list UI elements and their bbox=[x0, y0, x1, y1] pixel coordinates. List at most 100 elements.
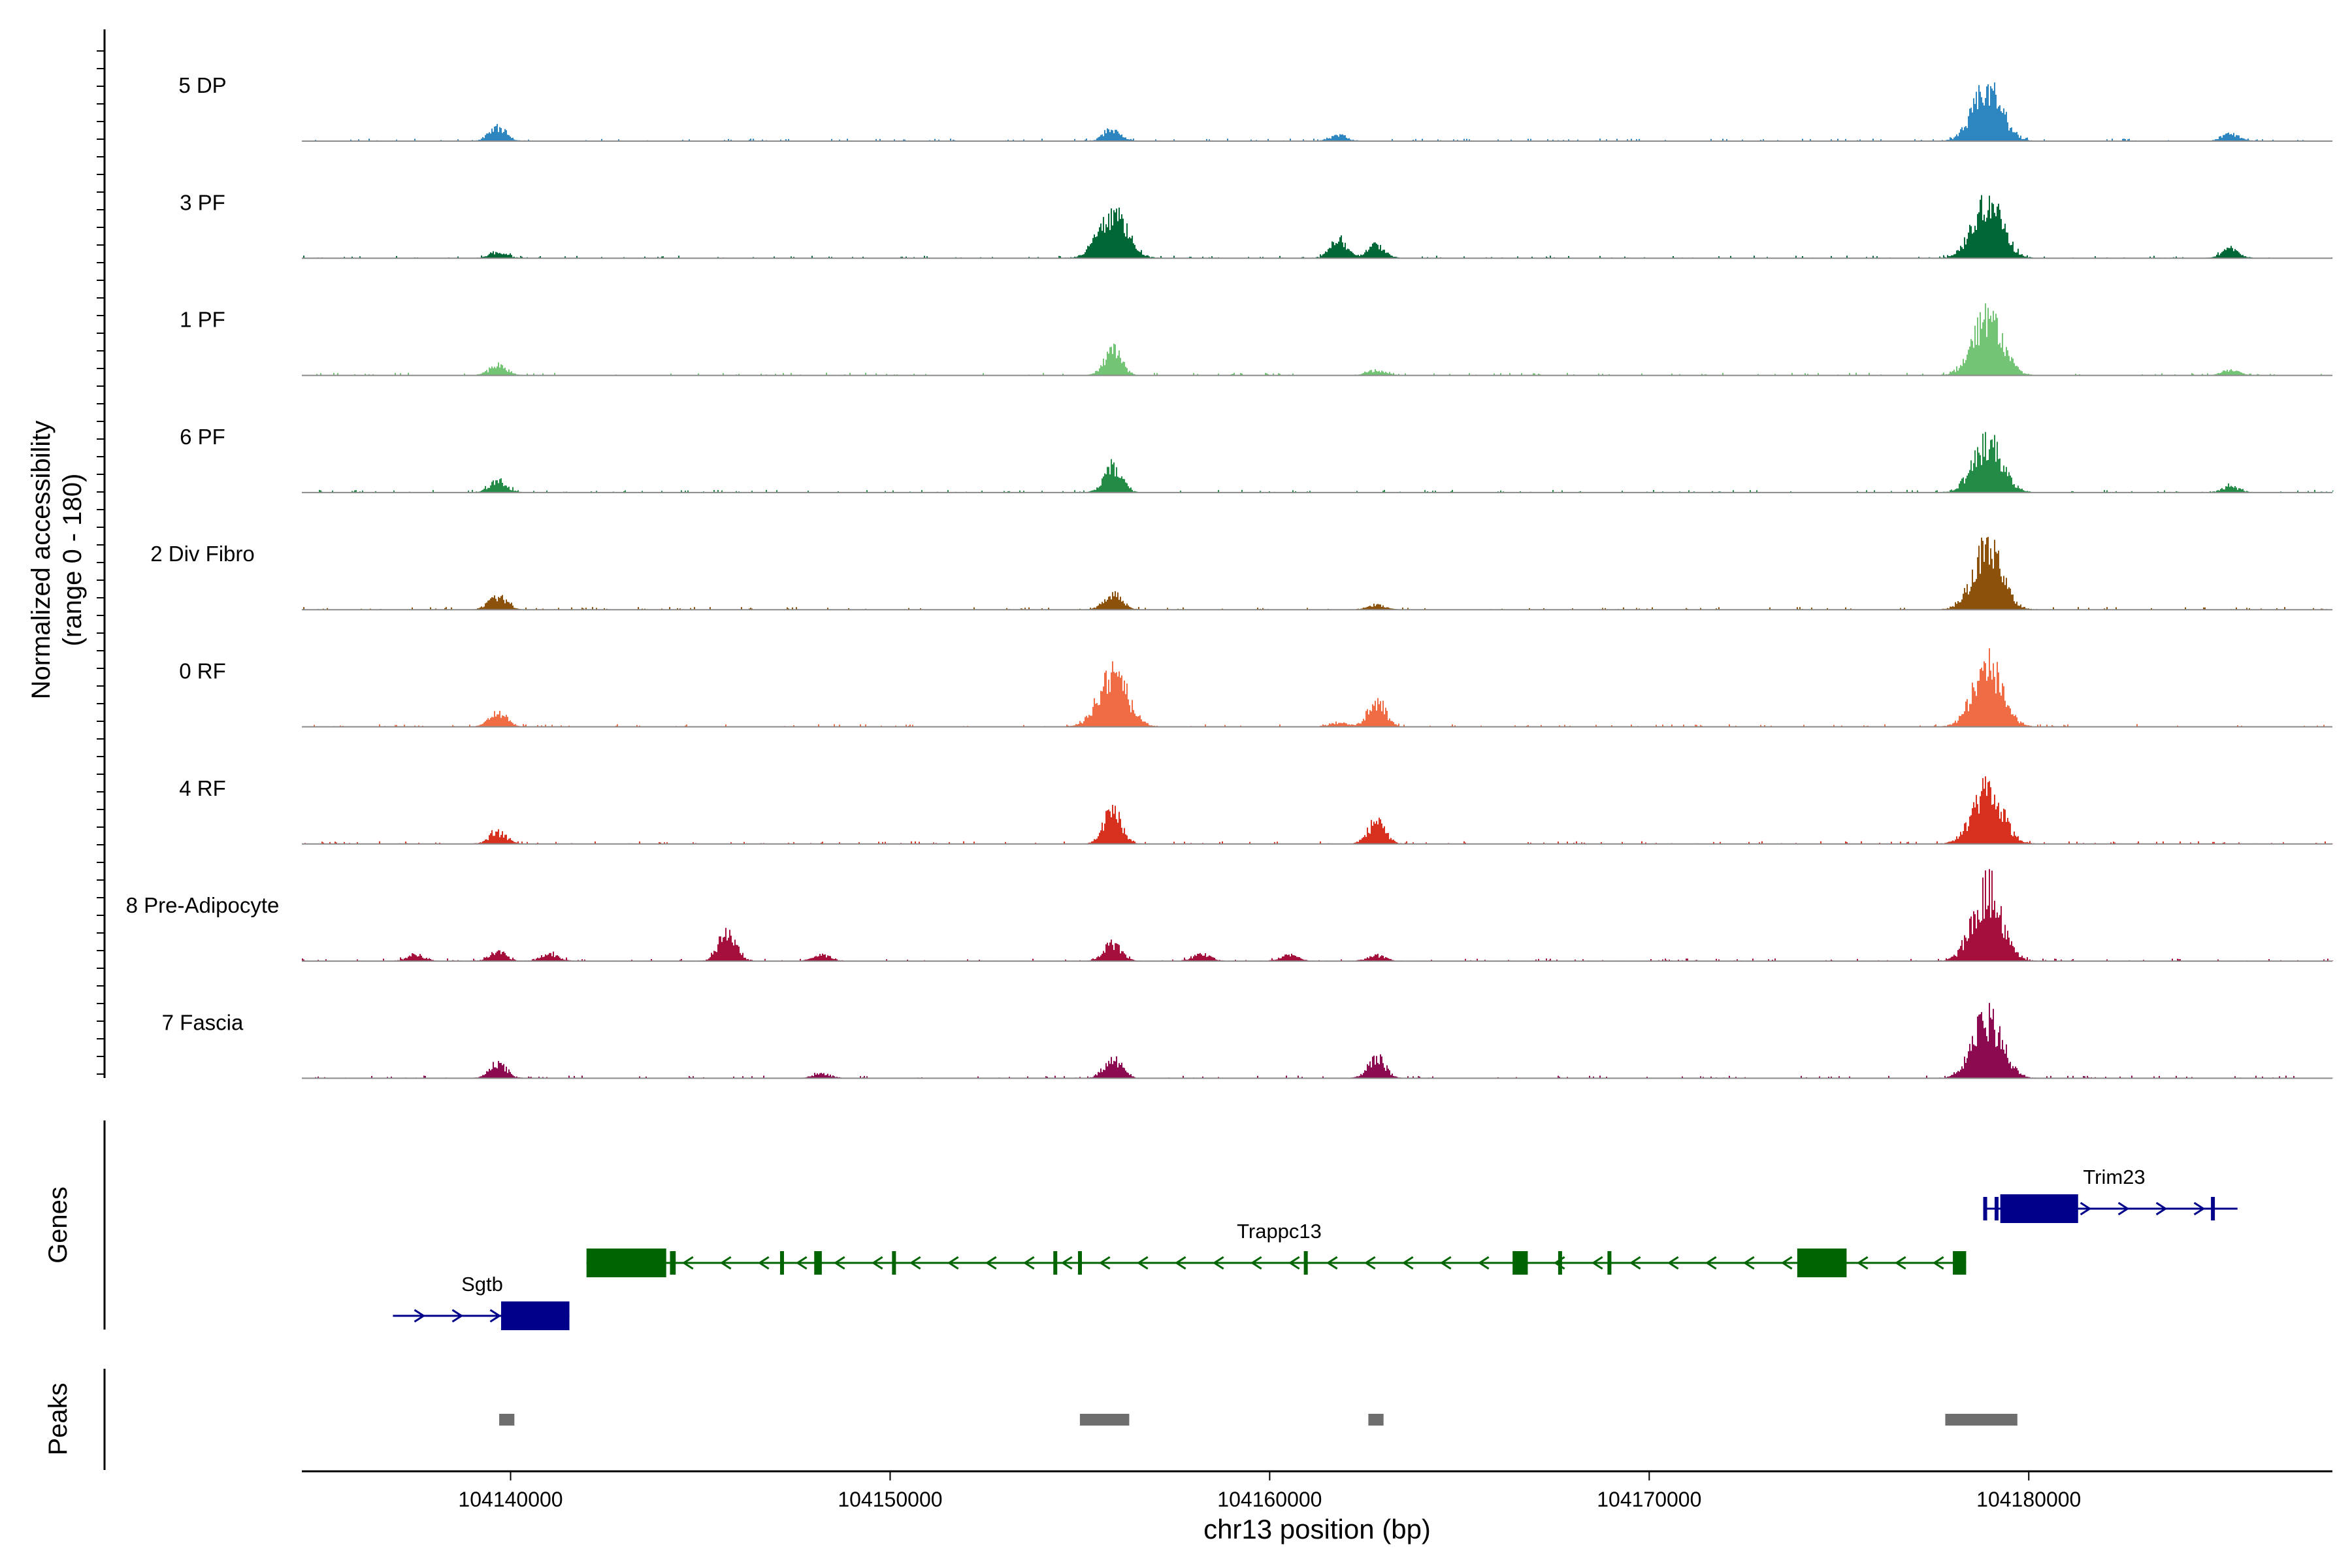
x-axis-ticks: 104140000 104150000 104160000 104170000 1041… bbox=[458, 1471, 2081, 1511]
track-7-fascia: 7 Fascia bbox=[162, 1003, 2334, 1079]
strand-arrow bbox=[681, 1256, 694, 1270]
gene-exon bbox=[2211, 1197, 2215, 1220]
strand-arrow bbox=[1856, 1256, 1869, 1270]
peaks-axis-label: Peaks bbox=[44, 1382, 73, 1455]
strand-arrow bbox=[947, 1256, 959, 1270]
strand-arrow bbox=[414, 1309, 426, 1323]
x-tick-label: 104160000 bbox=[1217, 1488, 1322, 1511]
strand-arrow bbox=[1212, 1256, 1224, 1270]
gene-exon bbox=[779, 1251, 784, 1275]
peak-region bbox=[1945, 1414, 2017, 1426]
strand-arrow bbox=[451, 1309, 464, 1323]
coverage-area bbox=[302, 1003, 2334, 1079]
coverage-area bbox=[302, 82, 2334, 141]
gene-exon bbox=[1078, 1251, 1083, 1275]
coverage-area bbox=[302, 648, 2334, 727]
strand-arrow bbox=[2155, 1201, 2168, 1216]
strand-arrow bbox=[1932, 1256, 1944, 1270]
strand-arrow bbox=[871, 1256, 883, 1270]
coverage-area bbox=[302, 432, 2334, 493]
gene-trappc13: Trappc13 bbox=[586, 1220, 1967, 1277]
gene-label: Trim23 bbox=[2083, 1166, 2145, 1188]
gene-models: Sgtb Trappc13 Trim23 bbox=[393, 1166, 2238, 1330]
strand-arrow bbox=[1250, 1256, 1262, 1270]
track-label: 6 PF bbox=[180, 425, 225, 449]
strand-arrow bbox=[1705, 1256, 1717, 1270]
strand-arrow bbox=[1364, 1256, 1376, 1270]
strand-arrow bbox=[1098, 1256, 1111, 1270]
gene-exon bbox=[1558, 1251, 1562, 1275]
gene-exon bbox=[670, 1251, 676, 1275]
strand-arrow bbox=[2193, 1201, 2206, 1216]
gene-exon bbox=[1983, 1197, 1987, 1220]
gene-exon bbox=[1053, 1251, 1058, 1275]
track-0-rf: 0 RF bbox=[179, 648, 2334, 728]
gene-exon bbox=[1607, 1251, 1612, 1275]
strand-arrow bbox=[1326, 1256, 1338, 1270]
track-1-pf: 1 PF bbox=[180, 303, 2334, 376]
strand-arrow bbox=[1629, 1256, 1641, 1270]
y-axis: Normalized accessibility (range 0 - 180) bbox=[27, 29, 106, 1078]
genes-axis-label: Genes bbox=[44, 1186, 73, 1264]
strand-arrow bbox=[489, 1309, 502, 1323]
genes-panel: Genes Sgtb Trappc13 Trim23 bbox=[44, 1120, 2238, 1330]
peak-region bbox=[499, 1414, 515, 1426]
gene-label: Trappc13 bbox=[1237, 1220, 1322, 1243]
gene-exon bbox=[2000, 1194, 2078, 1223]
strand-arrow bbox=[2117, 1201, 2130, 1216]
track-2-div-fibro: 2 Div Fibro bbox=[150, 536, 2334, 611]
coverage-area bbox=[302, 869, 2334, 962]
x-tick-label: 104140000 bbox=[458, 1488, 563, 1511]
gene-exon bbox=[586, 1249, 666, 1277]
strand-arrow bbox=[1477, 1256, 1490, 1270]
strand-arrow bbox=[1060, 1256, 1073, 1270]
strand-arrow bbox=[719, 1256, 732, 1270]
track-label: 1 PF bbox=[180, 308, 225, 332]
gene-exon bbox=[814, 1251, 822, 1275]
gene-exon bbox=[1953, 1251, 1967, 1275]
peak-regions bbox=[499, 1414, 2017, 1426]
gene-trim23: Trim23 bbox=[1983, 1166, 2238, 1223]
track-3-pf: 3 PF bbox=[180, 190, 2334, 259]
gene-exon bbox=[1512, 1251, 1528, 1275]
strand-arrow bbox=[1591, 1256, 1603, 1270]
strand-arrow bbox=[1401, 1256, 1414, 1270]
peak-region bbox=[1368, 1414, 1384, 1426]
strand-arrow bbox=[757, 1256, 770, 1270]
strand-arrow bbox=[1174, 1256, 1186, 1270]
track-4-rf: 4 RF bbox=[179, 776, 2334, 845]
track-label: 3 PF bbox=[180, 190, 225, 214]
strand-arrow bbox=[1780, 1256, 1793, 1270]
coverage-area bbox=[302, 776, 2334, 844]
gene-sgtb: Sgtb bbox=[393, 1273, 570, 1330]
track-8-pre-adipocyte: 8 Pre-Adipocyte bbox=[126, 869, 2334, 962]
x-tick-label: 104180000 bbox=[1976, 1488, 2081, 1511]
track-label: 2 Div Fibro bbox=[150, 542, 255, 566]
x-axis: 104140000 104150000 104160000 104170000 1041… bbox=[302, 1470, 2332, 1544]
coverage-area bbox=[302, 303, 2334, 376]
x-axis-label: chr13 position (bp) bbox=[1203, 1514, 1431, 1544]
track-label: 5 DP bbox=[178, 73, 226, 97]
strand-arrow bbox=[833, 1256, 845, 1270]
strand-arrow bbox=[985, 1256, 997, 1270]
gene-label: Sgtb bbox=[461, 1273, 503, 1296]
strand-arrow bbox=[1136, 1256, 1149, 1270]
strand-arrow bbox=[1022, 1256, 1035, 1270]
gene-exon bbox=[500, 1301, 570, 1330]
y-axis-ticks bbox=[97, 50, 105, 1075]
strand-arrow bbox=[1742, 1256, 1755, 1270]
track-label: 0 RF bbox=[179, 659, 226, 683]
peaks-panel: Peaks bbox=[44, 1369, 2017, 1470]
track-panels: 5 DP 3 PF 1 PF 6 PF 2 Div Fibro 0 RF 4 RF 8 Pre… bbox=[126, 73, 2334, 1079]
x-tick-label: 104150000 bbox=[838, 1488, 942, 1511]
track-5-dp: 5 DP bbox=[178, 73, 2334, 142]
coverage-area bbox=[302, 195, 2334, 259]
gene-exon bbox=[1994, 1197, 1999, 1220]
strand-arrow bbox=[1667, 1256, 1679, 1270]
strand-arrow bbox=[2080, 1201, 2092, 1216]
strand-arrow bbox=[1288, 1256, 1300, 1270]
gene-exon bbox=[892, 1251, 896, 1275]
track-label: 4 RF bbox=[179, 776, 226, 800]
y-axis-range-label: (range 0 - 180) bbox=[58, 474, 87, 647]
